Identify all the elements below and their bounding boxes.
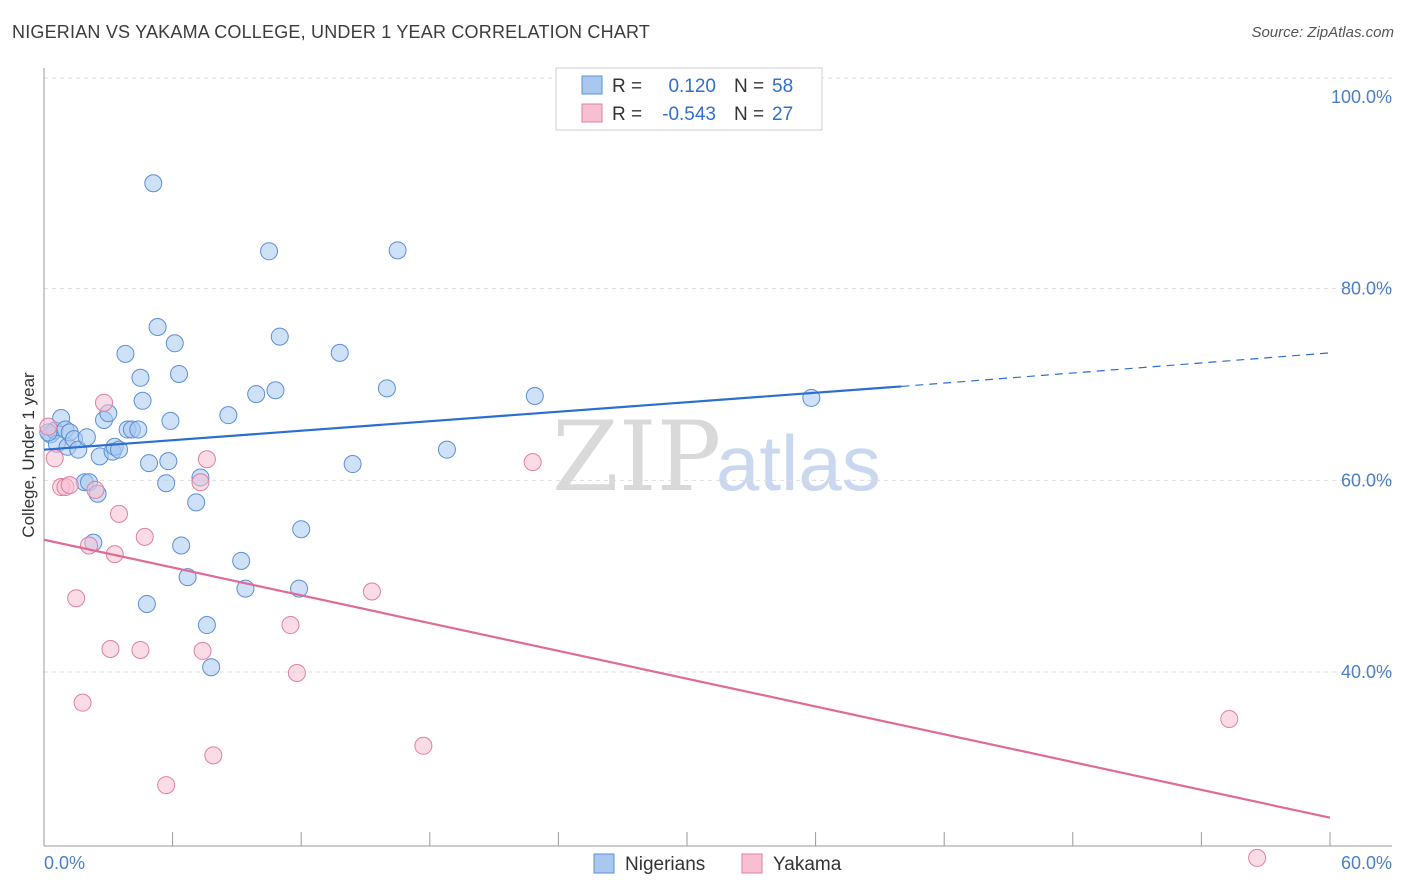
y-tick-label: 40.0% (1341, 662, 1392, 682)
point-nigerians (232, 551, 251, 570)
x-tick-label-min: 0.0% (44, 853, 85, 873)
data-points (39, 174, 1267, 867)
point-yakama (86, 480, 105, 499)
point-nigerians (77, 428, 96, 447)
point-nigerians (219, 406, 238, 425)
legend-swatch-yakama (581, 103, 603, 123)
point-nigerians (69, 440, 88, 459)
point-yakama (131, 640, 150, 659)
point-nigerians (116, 344, 135, 363)
point-nigerians (292, 520, 311, 539)
point-yakama (135, 527, 154, 546)
point-nigerians (148, 318, 167, 336)
y-tick-label: 60.0% (1341, 470, 1392, 490)
point-nigerians (260, 242, 279, 261)
point-nigerians (129, 420, 148, 439)
point-yakama (193, 641, 212, 660)
bottom-legend-swatch-nigerians (593, 853, 615, 874)
point-yakama (523, 453, 542, 472)
point-yakama (95, 393, 114, 412)
point-nigerians (266, 381, 285, 400)
trend-line-nigerians (43, 385, 902, 451)
legend-r-value-yakama: -0.543 (662, 104, 716, 125)
point-nigerians (247, 385, 266, 404)
point-yakama (281, 616, 300, 635)
point-yakama (73, 693, 92, 712)
watermark-zip: ZIP (552, 401, 721, 513)
watermark-atlas: atlas (716, 419, 881, 507)
point-nigerians (525, 387, 544, 405)
point-yakama (110, 504, 129, 523)
point-yakama (204, 746, 223, 765)
point-nigerians (144, 174, 163, 193)
point-yakama (191, 473, 210, 492)
point-nigerians (270, 327, 289, 346)
point-nigerians (377, 379, 396, 398)
point-nigerians (170, 364, 189, 383)
point-nigerians (343, 455, 362, 474)
point-yakama (45, 449, 64, 468)
y-tick-label: 100.0% (1331, 87, 1392, 107)
point-yakama (101, 640, 120, 658)
legend-n-label-1: N = (734, 76, 764, 97)
legend-r-label-2: R = (612, 104, 642, 125)
point-yakama (287, 663, 306, 682)
point-nigerians (178, 568, 197, 587)
y-axis-label: College, Under 1 year (19, 372, 38, 538)
point-nigerians (172, 536, 191, 555)
bottom-legend-swatch-yakama (741, 853, 763, 874)
point-nigerians (437, 440, 456, 459)
stats-legend: R = 0.120 N = 58 R = -0.543 N = 27 (555, 67, 823, 131)
point-yakama (197, 450, 216, 469)
trend-line-yakama (43, 538, 1331, 819)
point-nigerians (330, 343, 349, 362)
legend-n-value-yakama: 27 (772, 104, 793, 125)
point-nigerians (202, 658, 221, 677)
y-tick-label: 80.0% (1341, 279, 1392, 299)
point-yakama (362, 582, 381, 601)
legend-n-label-2: N = (734, 104, 764, 125)
legend-r-value-nigerians: 0.120 (668, 76, 716, 97)
chart-title: NIGERIAN VS YAKAMA COLLEGE, UNDER 1 YEAR… (12, 22, 651, 42)
point-nigerians (388, 241, 407, 260)
trend-line-extension-nigerians (901, 352, 1331, 388)
point-nigerians (159, 452, 178, 471)
point-yakama (1248, 848, 1267, 867)
legend-n-value-nigerians: 58 (772, 76, 793, 97)
point-yakama (67, 589, 86, 608)
point-nigerians (161, 411, 180, 430)
point-nigerians (137, 594, 156, 613)
series-legend: Nigerians Yakama (593, 853, 842, 875)
chart-source: Source: ZipAtlas.com (1251, 24, 1394, 41)
legend-r-label-1: R = (612, 76, 642, 97)
legend-swatch-nigerians (581, 75, 603, 95)
point-nigerians (197, 616, 216, 635)
point-nigerians (165, 334, 184, 353)
bottom-legend-label-nigerians: Nigerians (625, 854, 705, 875)
point-nigerians (131, 368, 150, 387)
point-yakama (157, 776, 176, 795)
bottom-legend-label-yakama: Yakama (773, 854, 842, 875)
x-axis-ticks (43, 832, 1331, 846)
x-tick-label-max: 60.0% (1341, 853, 1392, 873)
point-yakama (39, 417, 58, 436)
point-nigerians (140, 454, 159, 473)
point-yakama (1220, 709, 1239, 728)
y-axis-tick-labels: 40.0% 60.0% 80.0% 100.0% (1331, 87, 1392, 682)
trend-lines (43, 352, 1331, 819)
point-nigerians (157, 474, 176, 493)
grid-lines (44, 77, 1392, 673)
point-nigerians (133, 391, 152, 410)
point-yakama (60, 476, 79, 495)
point-yakama (414, 736, 433, 755)
point-nigerians (187, 493, 206, 512)
